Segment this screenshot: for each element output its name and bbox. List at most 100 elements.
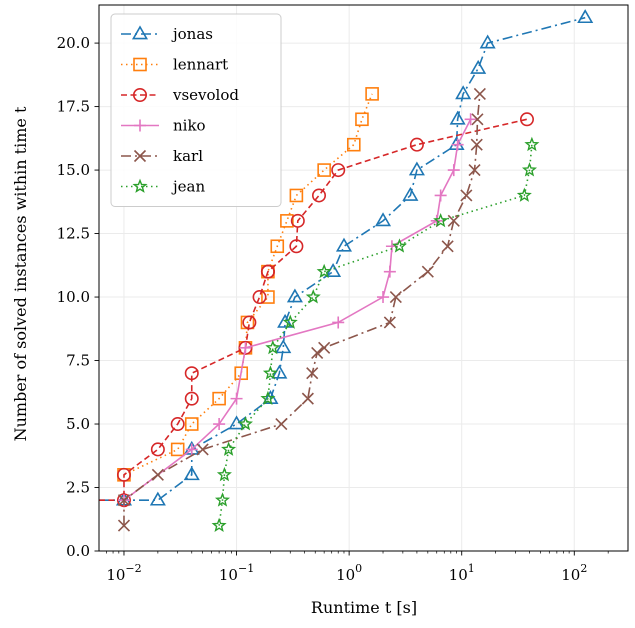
axes-frame <box>98 4 629 552</box>
x-tick-label: 10−2 <box>106 562 141 584</box>
data-point-niko <box>383 265 396 278</box>
data-point-vsevolod <box>238 340 253 355</box>
legend-marker-karl <box>133 149 147 163</box>
data-point-jonas <box>449 110 466 125</box>
data-point-jean <box>305 289 321 304</box>
data-point-karl <box>196 443 209 456</box>
legend-item-karl: karl <box>121 147 203 165</box>
x-tick-label: 101 <box>449 562 475 584</box>
data-point-jean <box>265 339 281 355</box>
data-point-vsevolod <box>290 213 305 228</box>
data-point-jean <box>214 492 231 507</box>
data-point-karl <box>117 494 131 507</box>
data-point-niko <box>332 316 345 329</box>
y-tick-label: 7.5 <box>66 352 90 370</box>
data-point-jonas <box>577 9 594 24</box>
data-point-lennart <box>289 188 304 203</box>
legend-label-niko: niko <box>173 117 206 135</box>
data-point-niko <box>230 392 243 405</box>
legend-box <box>110 13 282 207</box>
data-point-karl <box>117 519 131 532</box>
legend-label-jean: jean <box>171 178 205 196</box>
series-vsevolod <box>99 112 534 508</box>
data-point-vsevolod <box>289 239 304 254</box>
x-tick-label: 100 <box>336 562 362 584</box>
data-point-lennart <box>317 163 331 177</box>
data-point-jonas <box>402 186 419 201</box>
x-tick-label: 10−1 <box>219 562 254 584</box>
data-point-karl <box>318 341 331 354</box>
data-point-vsevolod <box>184 391 199 406</box>
data-point-niko <box>434 189 447 202</box>
y-tick-label: 15.0 <box>57 161 90 179</box>
series-karl <box>117 87 486 532</box>
data-point-niko <box>464 113 477 126</box>
y-tick-label: 20.0 <box>57 34 90 52</box>
data-point-vsevolod <box>242 315 257 330</box>
y-tick-label: 17.5 <box>57 98 90 116</box>
legend-marker-lennart <box>133 57 147 72</box>
data-point-vsevolod <box>409 137 424 152</box>
data-point-vsevolod <box>170 417 185 432</box>
data-point-niko <box>451 138 464 151</box>
data-point-vsevolod <box>312 188 327 203</box>
data-point-karl <box>471 113 484 126</box>
data-point-jonas <box>470 59 487 74</box>
y-tick-label: 2.5 <box>66 479 90 497</box>
x-tick-label: 102 <box>561 562 587 584</box>
series-jean <box>211 136 540 533</box>
data-point-karl <box>460 189 473 202</box>
data-point-karl <box>151 468 164 481</box>
data-point-jean <box>521 162 538 177</box>
legend-item-jean: jean <box>121 178 205 196</box>
data-point-karl <box>441 240 454 253</box>
y-tick-label: 12.5 <box>57 225 90 243</box>
series-layer <box>99 9 594 533</box>
data-point-lennart <box>261 290 275 304</box>
legend: jonas lennart vsevolod niko karl jean <box>110 13 282 207</box>
legend-item-lennart: lennart <box>121 56 228 74</box>
legend-marker-niko <box>134 119 146 132</box>
series-line-jonas <box>99 16 586 502</box>
legend-item-niko: niko <box>121 117 206 135</box>
data-point-karl <box>306 367 319 380</box>
data-point-niko <box>213 418 226 431</box>
series-niko <box>117 113 477 507</box>
data-point-vsevolod <box>150 442 165 457</box>
legend-label-jonas: jonas <box>171 25 213 43</box>
data-point-lennart <box>234 366 249 381</box>
data-point-karl <box>470 138 483 151</box>
data-point-vsevolod <box>519 112 534 127</box>
data-point-karl <box>421 265 434 278</box>
data-point-jonas <box>277 313 294 328</box>
data-point-karl <box>389 290 402 304</box>
data-point-jonas <box>286 288 303 303</box>
data-point-vsevolod <box>331 163 346 178</box>
data-point-jonas <box>275 339 292 354</box>
data-point-jean <box>433 212 449 228</box>
legend-marker-vsevolod <box>133 88 148 103</box>
series-line-lennart <box>123 93 373 476</box>
legend-marker-jonas <box>131 25 149 40</box>
data-point-lennart <box>346 137 361 152</box>
data-point-niko <box>377 291 390 304</box>
data-point-lennart <box>184 417 199 431</box>
data-point-jonas <box>183 466 200 481</box>
data-point-vsevolod <box>116 493 131 508</box>
data-point-lennart <box>365 87 379 101</box>
data-point-vsevolod <box>260 264 275 279</box>
data-point-jean <box>260 390 276 406</box>
data-point-jonas <box>479 34 496 49</box>
data-point-jean <box>211 517 227 533</box>
data-point-niko <box>239 341 252 354</box>
y-tick-label: 10.0 <box>57 288 90 306</box>
plot-frame <box>98 4 629 552</box>
y-axis-label: Number of solved instances within time t <box>11 106 30 441</box>
data-point-vsevolod <box>252 290 267 305</box>
series-line-vsevolod <box>99 118 528 502</box>
data-point-niko <box>185 443 198 456</box>
series-line-niko <box>123 118 472 501</box>
data-point-jean <box>221 441 237 456</box>
data-point-karl <box>383 316 396 329</box>
